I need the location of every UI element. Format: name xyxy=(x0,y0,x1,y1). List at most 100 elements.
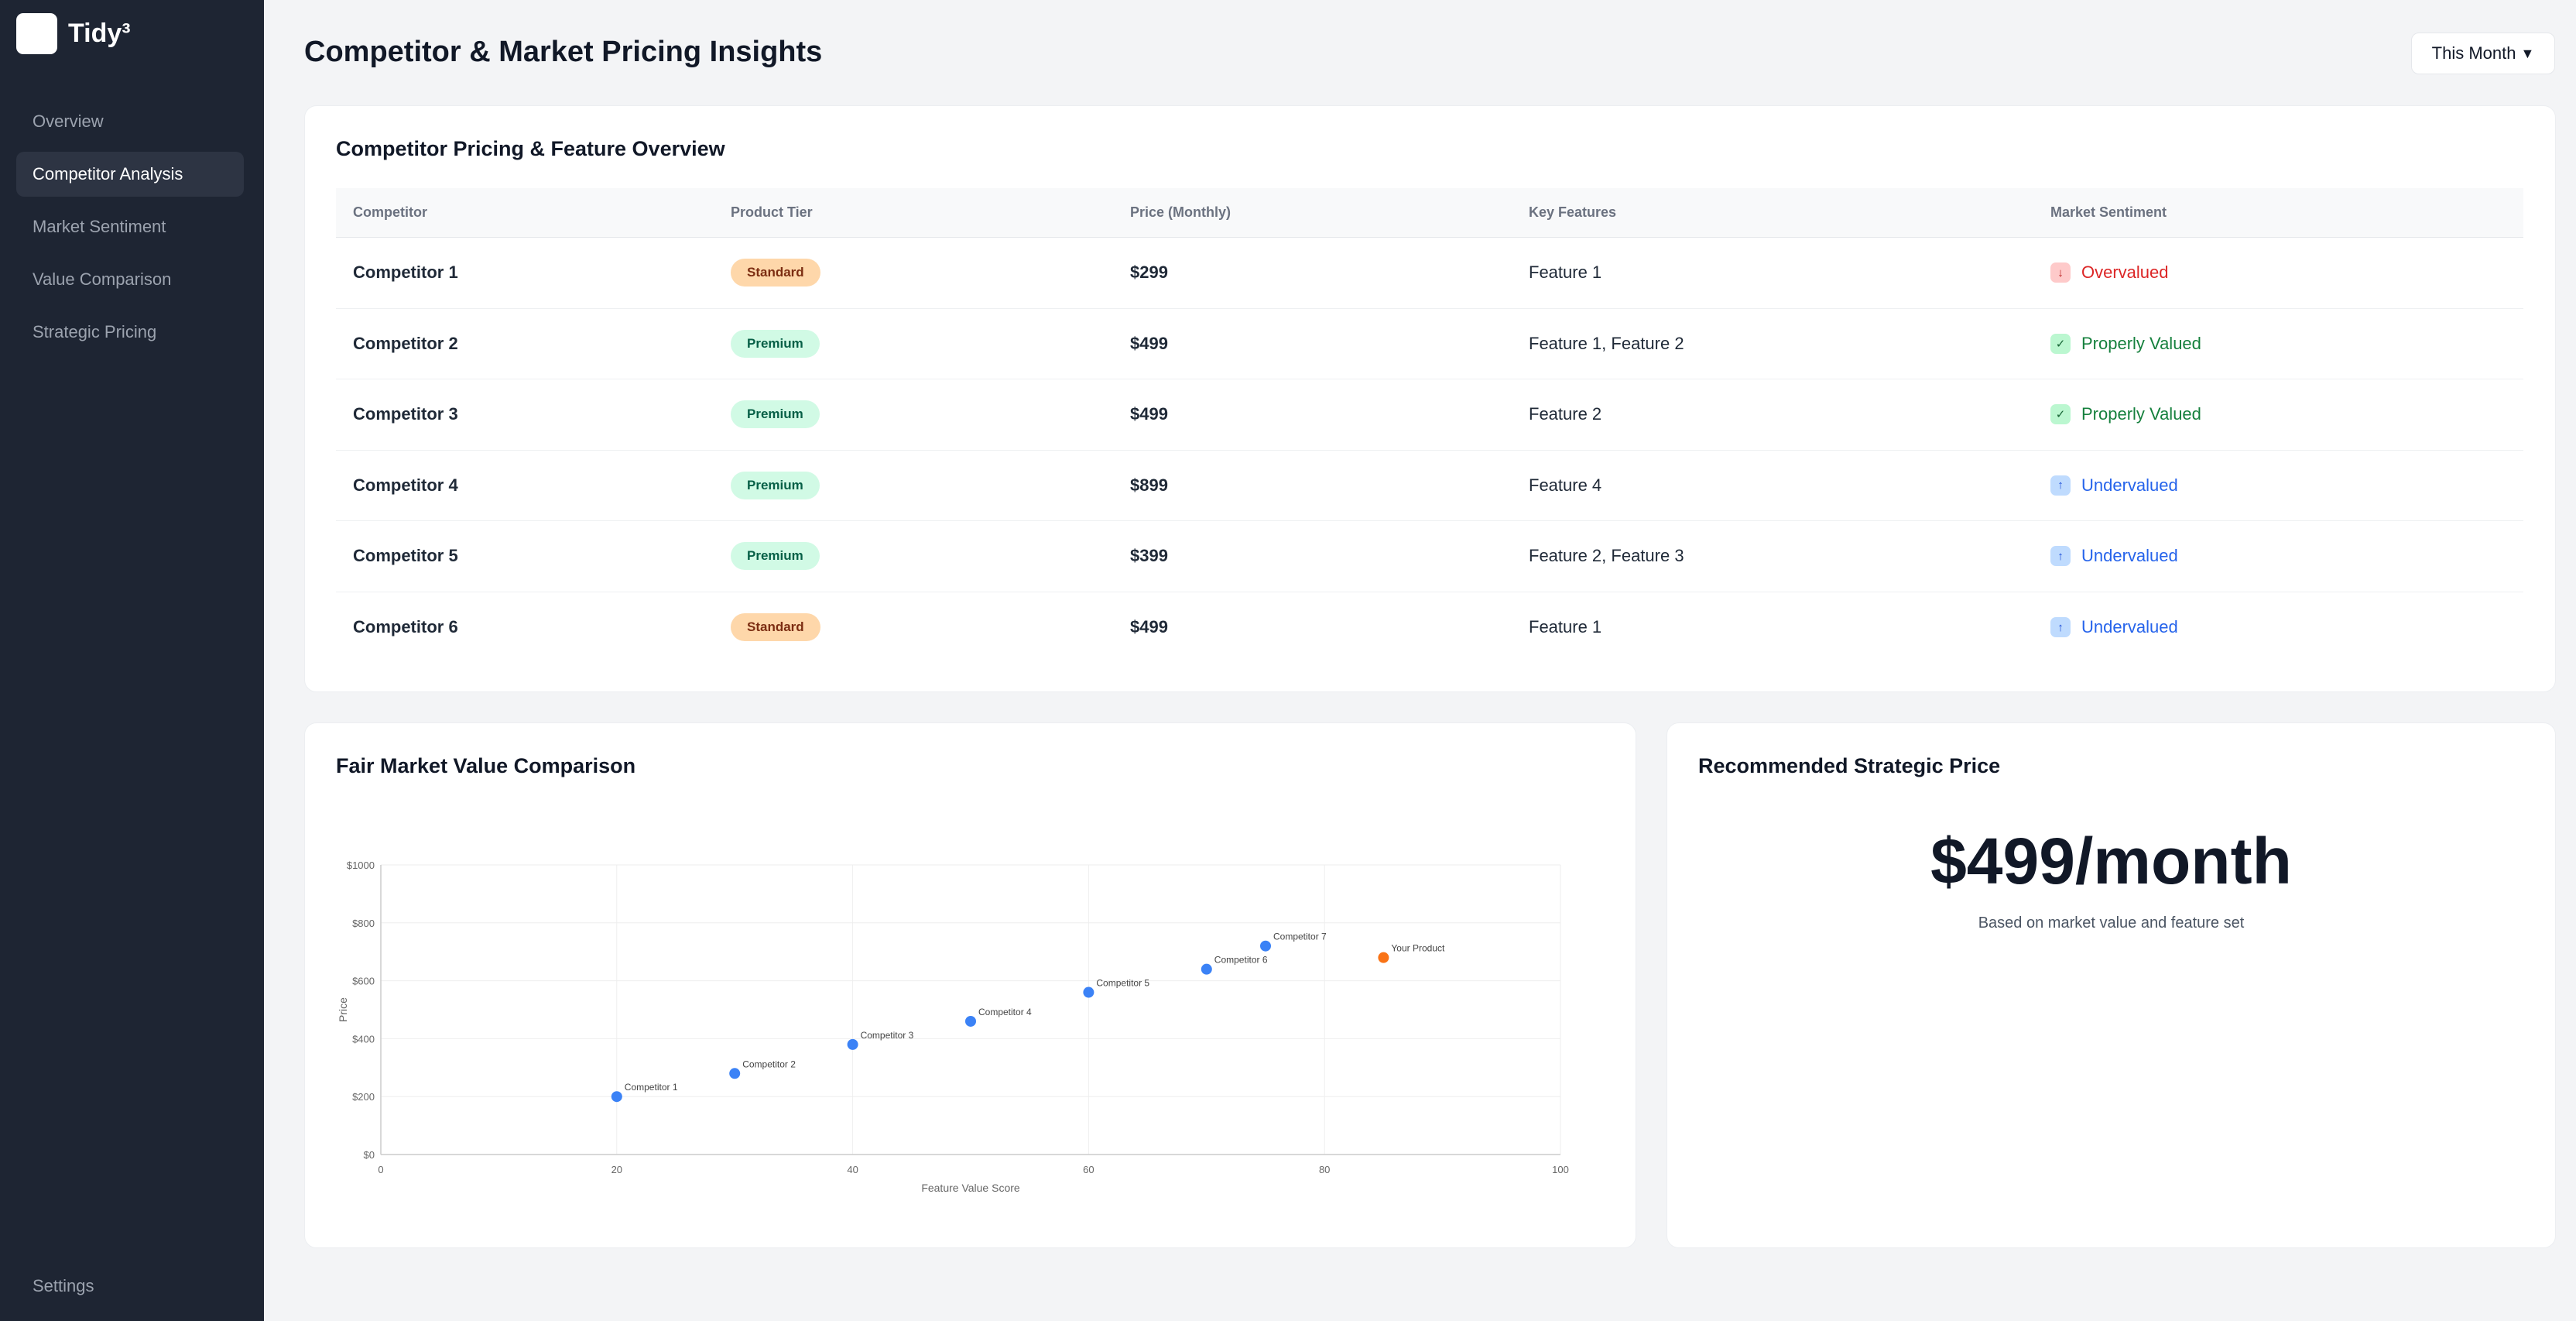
competitor-name: Competitor 4 xyxy=(353,475,458,495)
price-value: $299 xyxy=(1130,262,1168,283)
data-point xyxy=(1260,940,1271,952)
sidebar-nav: Overview Competitor Analysis Market Sent… xyxy=(16,99,244,362)
x-tick-label: 40 xyxy=(847,1164,858,1175)
sentiment-status: ✓ Properly Valued xyxy=(2050,333,2523,354)
data-point xyxy=(847,1038,858,1050)
tier-badge: Premium xyxy=(731,542,820,571)
column-header-competitor[interactable]: Competitor xyxy=(353,204,427,220)
table-row[interactable]: Competitor 4 Premium $899 Feature 4 ↑ Und… xyxy=(336,451,2523,521)
tier-badge: Standard xyxy=(731,613,820,642)
y-tick-label: $200 xyxy=(352,1091,375,1103)
competitor-name: Competitor 6 xyxy=(353,617,458,637)
caret-down-icon: ▼ xyxy=(2520,45,2535,61)
check-icon: ✓ xyxy=(2050,333,2071,354)
key-features: Feature 2, Feature 3 xyxy=(1529,546,1684,566)
y-axis-label: Price xyxy=(337,997,349,1022)
recommended-price-note: Based on market value and feature set xyxy=(1978,914,2245,932)
column-header-product-tier[interactable]: Product Tier xyxy=(731,204,813,220)
competitor-name: Competitor 3 xyxy=(353,404,458,424)
sidebar-item-market-sentiment[interactable]: Market Sentiment xyxy=(33,217,166,236)
brand[interactable]: Tidy³ xyxy=(16,13,131,54)
sentiment-label: Undervalued xyxy=(2081,617,2178,637)
table-row[interactable]: Competitor 6 Standard $499 Feature 1 ↑ Un… xyxy=(336,592,2523,664)
app-name: Tidy³ xyxy=(68,19,131,48)
table-header: Competitor Product Tier Price (Monthly) … xyxy=(336,188,2523,238)
price-value: $499 xyxy=(1130,617,1168,637)
sentiment-status: ↓ Overvalued xyxy=(2050,262,2523,283)
data-point-label: Competitor 5 xyxy=(1096,978,1149,989)
data-point xyxy=(1378,952,1389,963)
x-tick-label: 80 xyxy=(1319,1164,1330,1175)
chart-title: Fair Market Value Comparison xyxy=(336,754,636,777)
arrow-up-icon: ↑ xyxy=(2050,546,2071,567)
data-point-label: Competitor 6 xyxy=(1214,955,1268,966)
table-row[interactable]: Competitor 1 Standard $299 Feature 1 ↓ Ov… xyxy=(336,238,2523,309)
data-point-label: Competitor 4 xyxy=(978,1007,1032,1017)
sentiment-label: Undervalued xyxy=(2081,475,2178,495)
data-point-label: Competitor 1 xyxy=(625,1082,678,1093)
data-point xyxy=(1083,986,1094,998)
tier-badge: Standard xyxy=(731,259,820,287)
recommended-price-title: Recommended Strategic Price xyxy=(1698,754,2001,777)
data-point-label: Competitor 2 xyxy=(742,1059,796,1069)
sentiment-status: ✓ Properly Valued xyxy=(2050,404,2523,425)
key-features: Feature 2 xyxy=(1529,404,1602,424)
page-title: Competitor & Market Pricing Insights xyxy=(304,36,823,68)
sentiment-label: Overvalued xyxy=(2081,262,2169,283)
price-value: $899 xyxy=(1130,475,1168,495)
fair-market-value-card: Fair Market Value Comparison 0 20 40 60 80 10… xyxy=(304,722,1636,1248)
sentiment-label: Undervalued xyxy=(2081,546,2178,566)
data-point xyxy=(611,1091,622,1103)
price-value: $399 xyxy=(1130,546,1168,566)
data-point-label: Competitor 3 xyxy=(861,1030,914,1041)
fair-market-value-chart: 0 20 40 60 80 100 $0 $200 $400 $600 $800 $1000 Featu… xyxy=(337,860,1569,1194)
sentiment-status: ↑ Undervalued xyxy=(2050,475,2523,496)
table-row[interactable]: Competitor 3 Premium $499 Feature 2 ✓ Pro… xyxy=(336,379,2523,451)
table-row[interactable]: Competitor 2 Premium $499 Feature 1, Fea… xyxy=(336,309,2523,379)
data-point xyxy=(965,1015,976,1027)
key-features: Feature 1 xyxy=(1529,262,1602,283)
x-tick-label: 0 xyxy=(378,1164,383,1175)
competitor-name: Competitor 5 xyxy=(353,546,458,566)
sidebar-item-settings[interactable]: Settings xyxy=(33,1276,94,1295)
pricing-table: Competitor Product Tier Price (Monthly) … xyxy=(336,188,2523,663)
y-tick-label: $0 xyxy=(364,1149,375,1161)
y-tick-label: $1000 xyxy=(347,860,375,871)
period-label: This Month xyxy=(2431,43,2516,63)
data-point xyxy=(729,1068,741,1079)
column-header-key-features[interactable]: Key Features xyxy=(1529,204,1617,220)
tier-badge: Premium xyxy=(731,471,820,499)
sidebar-item-competitor-analysis[interactable]: Competitor Analysis xyxy=(16,152,244,197)
competitor-name: Competitor 1 xyxy=(353,262,458,283)
arrow-down-icon: ↓ xyxy=(2050,262,2071,283)
sidebar-item-value-comparison[interactable]: Value Comparison xyxy=(33,269,172,289)
pricing-table-card: Competitor Pricing & Feature Overview Co… xyxy=(304,105,2556,692)
check-icon: ✓ xyxy=(2050,404,2071,425)
data-point-label: Your Product xyxy=(1391,943,1445,954)
x-tick-label: 60 xyxy=(1083,1164,1094,1175)
price-value: $499 xyxy=(1130,333,1168,353)
column-header-market-sentiment[interactable]: Market Sentiment xyxy=(2050,204,2167,220)
table-row[interactable]: Competitor 5 Premium $399 Feature 2, Fea… xyxy=(336,521,2523,592)
sidebar: Tidy³ Overview Competitor Analysis Marke… xyxy=(0,0,264,1321)
tier-badge: Premium xyxy=(731,329,820,358)
arrow-up-icon: ↑ xyxy=(2050,475,2071,496)
logo-icon xyxy=(16,13,57,54)
pricing-table-title: Competitor Pricing & Feature Overview xyxy=(336,137,725,160)
data-point-label: Competitor 7 xyxy=(1273,932,1327,942)
sentiment-label: Properly Valued xyxy=(2081,333,2201,353)
period-dropdown[interactable]: This Month ▼ xyxy=(2411,33,2555,74)
y-tick-label: $400 xyxy=(352,1033,375,1045)
key-features: Feature 4 xyxy=(1529,475,1602,495)
x-axis-label: Feature Value Score xyxy=(921,1182,1020,1194)
sentiment-label: Properly Valued xyxy=(2081,404,2201,424)
sentiment-status: ↑ Undervalued xyxy=(2050,617,2523,638)
x-tick-label: 100 xyxy=(1552,1164,1569,1175)
tier-badge: Premium xyxy=(731,400,820,429)
sentiment-status: ↑ Undervalued xyxy=(2050,546,2523,567)
price-value: $499 xyxy=(1130,404,1168,424)
sidebar-item-strategic-pricing[interactable]: Strategic Pricing xyxy=(33,322,157,341)
recommended-price-card: Recommended Strategic Price $499/month B… xyxy=(1667,722,2556,1248)
sidebar-item-overview[interactable]: Overview xyxy=(33,112,104,131)
column-header-price[interactable]: Price (Monthly) xyxy=(1130,204,1231,220)
